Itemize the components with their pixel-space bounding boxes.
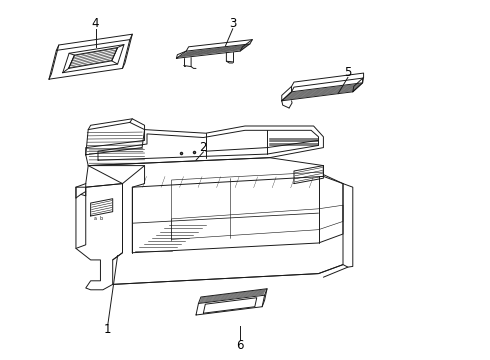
Text: 2: 2: [199, 141, 207, 154]
Text: 5: 5: [344, 66, 352, 78]
Text: 1: 1: [104, 323, 112, 336]
Text: 3: 3: [229, 17, 237, 30]
Text: a  b: a b: [94, 216, 103, 221]
Text: 4: 4: [92, 17, 99, 30]
Text: 6: 6: [236, 339, 244, 352]
